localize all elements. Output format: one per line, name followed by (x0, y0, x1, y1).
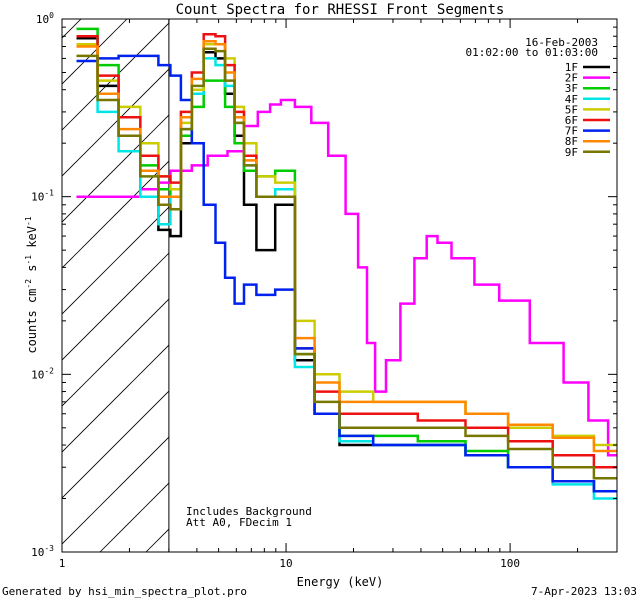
series-6F (76, 33, 617, 469)
hatch-line (62, 298, 169, 407)
hatch-line (62, 19, 128, 85)
series-2F (76, 98, 617, 457)
legend-label-8F: 8F (565, 135, 578, 148)
series-3F (76, 27, 617, 493)
x-tick-label: 1 (59, 557, 66, 570)
y-tick-label: 10-1 (31, 189, 54, 204)
series-4F (76, 34, 617, 500)
y-axis-label: counts cm-2 s-1 keV-1 (24, 216, 39, 354)
legend-label-4F: 4F (565, 93, 578, 106)
hatch-line (62, 252, 169, 361)
plot-frame (61, 18, 618, 553)
series-7F (76, 54, 617, 493)
hatch-line (62, 206, 169, 315)
series-5F (76, 43, 617, 447)
legend-label-7F: 7F (565, 125, 578, 138)
x-axis-label: Energy (keV) (297, 575, 384, 589)
legend-label-2F: 2F (565, 72, 578, 85)
date-label: 16-Feb-2003 (525, 36, 598, 49)
y-tick-label: 100 (36, 11, 54, 26)
generated-by-label: Generated by hsi_min_spectra_plot.pro (2, 585, 248, 598)
legend-label-9F: 9F (565, 146, 578, 159)
hatch-line (62, 436, 169, 545)
shaded-background-region (62, 19, 169, 552)
series-8F (76, 39, 617, 453)
timestamp-label: 7-Apr-2023 13:03 (531, 585, 637, 598)
hatch-line (62, 390, 169, 499)
axis-ticks (61, 18, 618, 553)
hatch-line (62, 68, 169, 177)
x-tick-label: 10 (279, 557, 292, 570)
hatch-line (62, 19, 82, 39)
chart-title: Count Spectra for RHESSI Front Segments (176, 2, 505, 18)
annotation-background: Includes Background (186, 505, 312, 518)
time-range-label: 01:02:00 to 01:03:00 (466, 46, 598, 59)
y-tick-label: 10-2 (31, 366, 54, 381)
series-9F (76, 47, 617, 480)
x-tick-label: 100 (500, 557, 520, 570)
y-tick-label: 10-3 (31, 544, 54, 559)
legend-label-3F: 3F (565, 82, 578, 95)
legend-label-6F: 6F (565, 114, 578, 127)
hatch-line (62, 344, 169, 453)
annotation-attenuator: Att A0, FDecim 1 (186, 516, 292, 529)
legend-label-5F: 5F (565, 103, 578, 116)
legend-label-1F: 1F (565, 61, 578, 74)
